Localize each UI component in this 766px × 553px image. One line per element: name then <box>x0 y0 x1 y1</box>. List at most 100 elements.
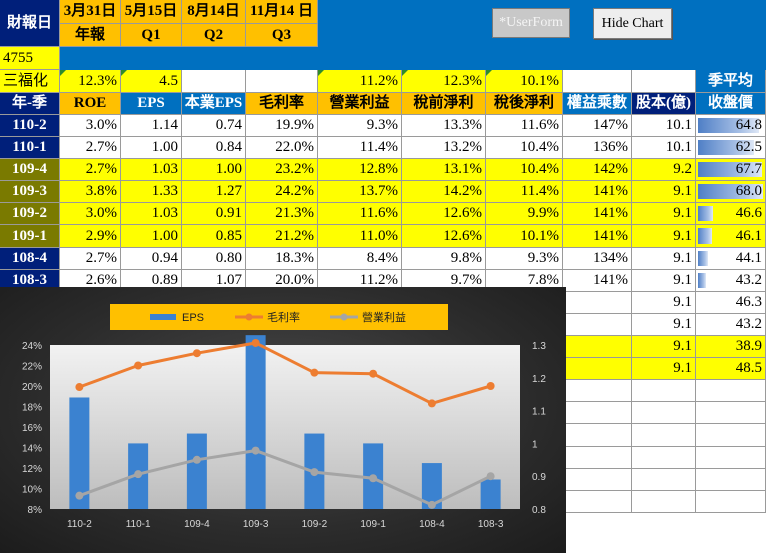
summary-empty[interactable] <box>563 70 632 93</box>
row-leverage[interactable]: 147% <box>563 115 632 137</box>
col-header-leverage[interactable]: 權益乘數 <box>563 93 632 115</box>
extra-price[interactable]: 38.9 <box>696 336 766 358</box>
row-gross-margin[interactable]: 21.3% <box>246 203 318 225</box>
extra-price[interactable] <box>696 447 766 469</box>
row-op-margin[interactable]: 11.6% <box>318 203 402 225</box>
extra-capital[interactable]: 9.1 <box>632 336 696 358</box>
extra-empty[interactable] <box>566 336 632 358</box>
row-quarter[interactable]: 110-1 <box>0 137 60 159</box>
row-aftertax-margin[interactable]: 10.1% <box>486 225 563 248</box>
report-type[interactable]: Q1 <box>121 24 182 47</box>
extra-empty[interactable] <box>566 424 632 447</box>
col-header-price[interactable]: 收盤價 <box>696 93 766 115</box>
row-capital[interactable]: 9.1 <box>632 203 696 225</box>
row-core-eps[interactable]: 0.85 <box>182 225 246 248</box>
row-gross-margin[interactable]: 22.0% <box>246 137 318 159</box>
row-leverage[interactable]: 142% <box>563 159 632 181</box>
row-pretax-margin[interactable]: 9.8% <box>402 248 486 270</box>
row-core-eps[interactable]: 0.80 <box>182 248 246 270</box>
extra-price[interactable] <box>696 380 766 402</box>
extra-capital[interactable] <box>632 491 696 513</box>
row-price[interactable]: 43.2 <box>696 270 766 292</box>
row-price[interactable]: 62.5 <box>696 137 766 159</box>
avg-label[interactable]: 季平均 <box>696 70 766 93</box>
extra-capital[interactable] <box>632 447 696 469</box>
row-price[interactable]: 46.6 <box>696 203 766 225</box>
row-op-margin[interactable]: 8.4% <box>318 248 402 270</box>
row-capital[interactable]: 10.1 <box>632 137 696 159</box>
col-header-gross-margin[interactable]: 毛利率 <box>246 93 318 115</box>
row-quarter[interactable]: 109-1 <box>0 225 60 248</box>
summary-op-margin[interactable]: 11.2% <box>318 70 402 93</box>
row-capital[interactable]: 9.1 <box>632 270 696 292</box>
row-quarter[interactable]: 110-2 <box>0 115 60 137</box>
row-quarter[interactable]: 109-4 <box>0 159 60 181</box>
row-quarter[interactable]: 109-3 <box>0 181 60 203</box>
row-eps[interactable]: 1.03 <box>121 159 182 181</box>
row-eps[interactable]: 1.33 <box>121 181 182 203</box>
row-roe[interactable]: 3.0% <box>60 115 121 137</box>
extra-capital[interactable] <box>632 424 696 447</box>
report-date[interactable]: 11月14 日 <box>246 0 318 24</box>
stock-code[interactable]: 4755 <box>0 47 60 70</box>
extra-empty[interactable] <box>566 447 632 469</box>
row-aftertax-margin[interactable]: 10.4% <box>486 159 563 181</box>
row-gross-margin[interactable]: 18.3% <box>246 248 318 270</box>
row-leverage[interactable]: 141% <box>563 225 632 248</box>
row-aftertax-margin[interactable]: 10.4% <box>486 137 563 159</box>
row-core-eps[interactable]: 0.91 <box>182 203 246 225</box>
extra-capital[interactable] <box>632 380 696 402</box>
row-pretax-margin[interactable]: 9.7% <box>402 270 486 292</box>
row-pretax-margin[interactable]: 12.6% <box>402 225 486 248</box>
extra-price[interactable] <box>696 491 766 513</box>
row-pretax-margin[interactable]: 14.2% <box>402 181 486 203</box>
extra-capital[interactable]: 9.1 <box>632 292 696 314</box>
col-header-capital[interactable]: 股本(億) <box>632 93 696 115</box>
report-date[interactable]: 3月31日 <box>60 0 121 24</box>
row-quarter[interactable]: 108-3 <box>0 270 60 292</box>
row-aftertax-margin[interactable]: 11.6% <box>486 115 563 137</box>
row-price[interactable]: 67.7 <box>696 159 766 181</box>
col-header-roe[interactable]: ROE <box>60 93 121 115</box>
col-header-pretax-margin[interactable]: 稅前淨利 <box>402 93 486 115</box>
report-type[interactable]: Q3 <box>246 24 318 47</box>
extra-empty[interactable] <box>566 402 632 424</box>
row-core-eps[interactable]: 0.84 <box>182 137 246 159</box>
row-roe[interactable]: 2.7% <box>60 159 121 181</box>
extra-price[interactable] <box>696 469 766 491</box>
summary-empty[interactable] <box>246 70 318 93</box>
extra-price[interactable]: 48.5 <box>696 358 766 380</box>
extra-capital[interactable] <box>632 469 696 491</box>
summary-empty[interactable] <box>632 70 696 93</box>
row-gross-margin[interactable]: 24.2% <box>246 181 318 203</box>
row-op-margin[interactable]: 9.3% <box>318 115 402 137</box>
row-eps[interactable]: 1.14 <box>121 115 182 137</box>
report-date[interactable]: 8月14日 <box>182 0 246 24</box>
row-capital[interactable]: 9.2 <box>632 159 696 181</box>
row-leverage[interactable]: 141% <box>563 203 632 225</box>
extra-capital[interactable] <box>632 402 696 424</box>
row-gross-margin[interactable]: 19.9% <box>246 115 318 137</box>
col-header-quarter[interactable]: 年-季 <box>0 93 60 115</box>
summary-eps[interactable]: 4.5 <box>121 70 182 93</box>
row-op-margin[interactable]: 13.7% <box>318 181 402 203</box>
row-eps[interactable]: 0.89 <box>121 270 182 292</box>
row-quarter[interactable]: 108-4 <box>0 248 60 270</box>
report-type[interactable]: Q2 <box>182 24 246 47</box>
summary-empty[interactable] <box>182 70 246 93</box>
row-price[interactable]: 64.8 <box>696 115 766 137</box>
report-type[interactable]: 年報 <box>60 24 121 47</box>
extra-capital[interactable]: 9.1 <box>632 358 696 380</box>
row-eps[interactable]: 1.00 <box>121 137 182 159</box>
row-pretax-margin[interactable]: 13.2% <box>402 137 486 159</box>
col-header-aftertax-margin[interactable]: 稅後淨利 <box>486 93 563 115</box>
row-price[interactable]: 44.1 <box>696 248 766 270</box>
row-leverage[interactable]: 134% <box>563 248 632 270</box>
row-quarter[interactable]: 109-2 <box>0 203 60 225</box>
summary-pretax[interactable]: 12.3% <box>402 70 486 93</box>
extra-empty[interactable] <box>566 314 632 336</box>
col-header-core-eps[interactable]: 本業EPS <box>182 93 246 115</box>
col-header-eps[interactable]: EPS <box>121 93 182 115</box>
row-op-margin[interactable]: 11.0% <box>318 225 402 248</box>
row-eps[interactable]: 1.03 <box>121 203 182 225</box>
